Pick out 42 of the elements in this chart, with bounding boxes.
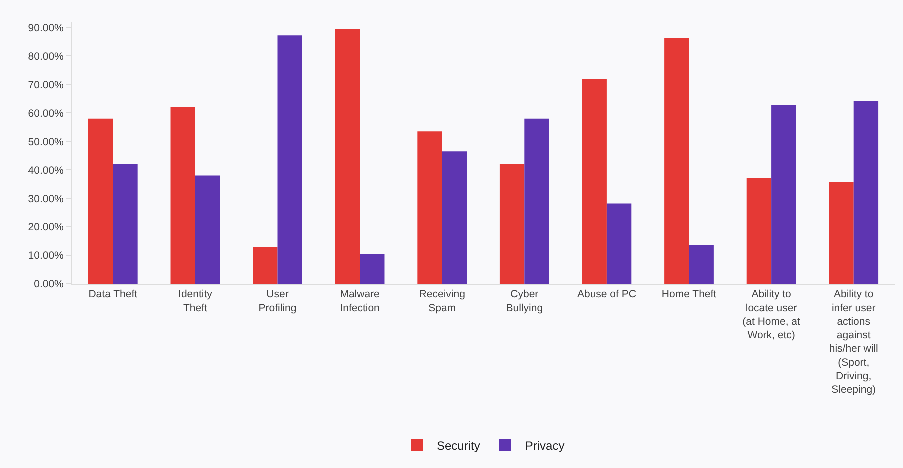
bar [500,164,525,284]
bar [746,178,772,284]
bar [689,245,714,284]
x-tick-label: Data Theft [88,288,138,301]
x-tick-label: Ability to locate user (at Home, at Work, etc) [742,288,801,342]
legend-label: Privacy [525,438,565,453]
bar [772,105,796,284]
y-tick-label: 30.00% [28,193,64,206]
y-tick-label: 10.00% [28,250,64,262]
y-tick-label: 60.00% [28,108,64,120]
bar [278,36,302,284]
y-tick-label: 70.00% [28,79,64,92]
bar [829,182,854,284]
y-tick-label: 50.00% [28,136,64,148]
x-tick-label: Ability to infer user actions against his/her will (Sport, Driving, Sleeping) [829,288,878,396]
bar [582,80,607,284]
bar [442,152,468,284]
bar [524,118,550,284]
legend-label: Security [437,438,480,453]
bar [113,164,138,284]
y-tick-label: 90.00% [28,22,64,34]
x-tick-label: Malware Infection [340,288,380,314]
x-tick-label: Abuse of PC [577,288,637,301]
y-tick-label: 40.00% [28,164,64,177]
x-tick-label: Home Theft [662,288,717,301]
y-tick-label: 0.00% [34,278,64,291]
bar [418,132,442,284]
bar [88,118,114,284]
bar [195,176,220,284]
x-tick-label: User Profiling [258,288,297,314]
bar [360,254,385,284]
bar [253,248,278,284]
x-tick-label: Identity Theft [178,288,214,314]
bar [664,38,690,284]
bar [606,204,632,284]
x-tick-label: Receiving Spam [419,288,466,314]
y-tick-label: 80.00% [28,50,64,63]
x-tick-label: Cyber Bullying [506,288,544,314]
bar [170,107,196,284]
bar [854,101,879,284]
bar [335,29,360,284]
y-tick-label: 20.00% [28,222,64,234]
